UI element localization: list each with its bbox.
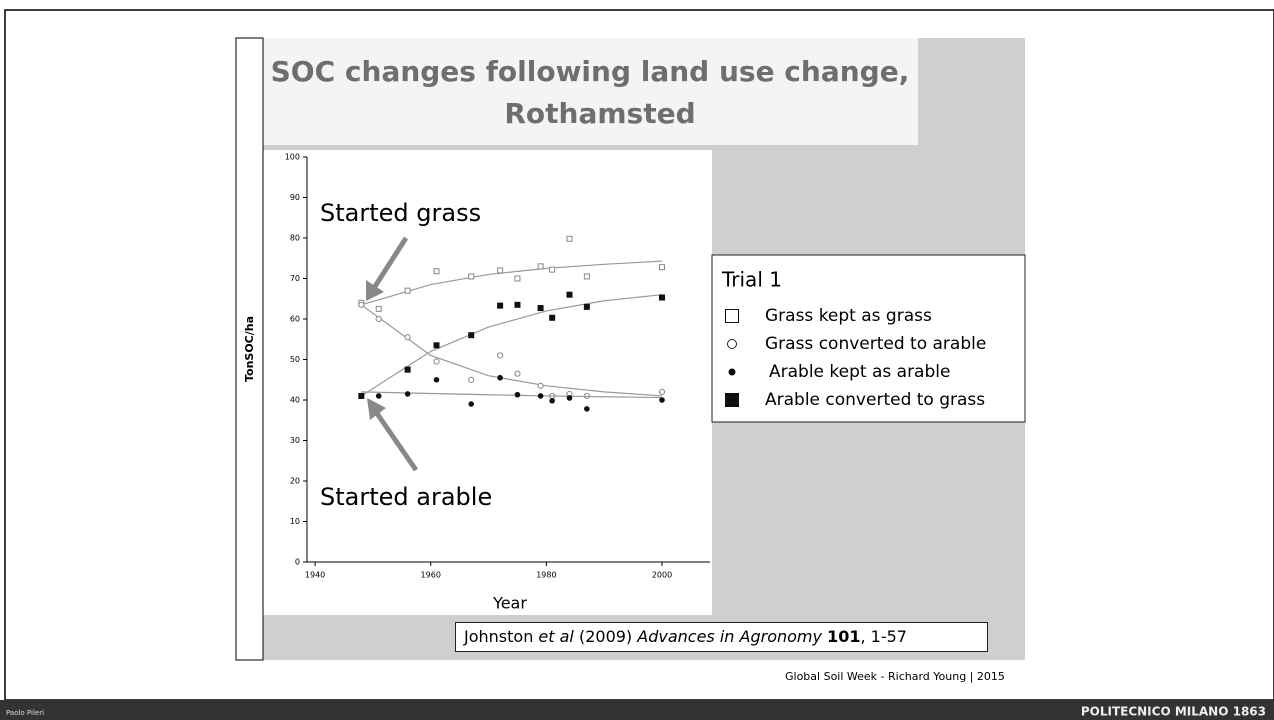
point (375, 315, 382, 323)
point (433, 376, 440, 383)
point (358, 392, 365, 399)
title-line: Rothamsted (504, 97, 695, 130)
point (659, 397, 665, 403)
point (658, 388, 666, 395)
cite-author: Johnston (464, 627, 534, 646)
annotation: Started arable (320, 483, 492, 511)
ylabel-box (235, 37, 264, 661)
y-tick-label: 30 (290, 436, 300, 445)
y-tick-label: 70 (290, 274, 300, 283)
point (549, 266, 556, 273)
y-tick-label: 20 (290, 477, 300, 486)
point (566, 235, 573, 242)
point (659, 294, 666, 301)
cite-etal: et al (538, 627, 574, 646)
legend-label: Grass converted to arable (765, 334, 986, 354)
point (537, 393, 544, 399)
point (537, 305, 544, 312)
point (433, 358, 440, 365)
point (468, 376, 475, 383)
point (497, 302, 504, 309)
y-tick-label: 40 (290, 396, 300, 405)
point (584, 406, 590, 412)
legend-title: Trial 1 (721, 268, 782, 292)
legend (711, 254, 1026, 423)
point (468, 273, 475, 280)
credit: Global Soil Week - Richard Young | 2015 (785, 670, 1005, 683)
x-tick-label: 1960 (421, 571, 441, 580)
point (404, 366, 411, 373)
point (433, 342, 440, 349)
point (514, 275, 521, 282)
legend-label: Arable kept as arable (769, 362, 950, 382)
y-tick-label: 60 (290, 315, 300, 324)
fit-line (360, 304, 663, 397)
point (404, 287, 411, 294)
fit-line (361, 294, 663, 397)
point (659, 264, 666, 271)
legend-symbol (727, 339, 737, 349)
y-tick-label: 10 (290, 517, 300, 526)
x-axis-label: Year (492, 594, 527, 613)
title-box (263, 38, 918, 145)
point (433, 268, 440, 275)
plot-panel (263, 150, 712, 615)
title-line: SOC changes following land use change, (271, 55, 910, 88)
footer-bar (0, 700, 1274, 720)
x-tick-label: 1940 (305, 571, 325, 580)
cite-volume: 101 (827, 627, 861, 646)
y-tick-label: 100 (285, 153, 300, 162)
y-tick-label: 90 (290, 193, 300, 202)
point (514, 370, 521, 377)
point (497, 352, 504, 359)
point (537, 263, 544, 270)
point (375, 305, 382, 312)
arrows (366, 236, 419, 472)
point (514, 301, 521, 308)
x-tick-label: 2000 (652, 571, 672, 580)
point (514, 391, 521, 398)
fit-line (361, 260, 663, 306)
legend-label: Grass kept as grass (765, 306, 932, 326)
point (468, 401, 475, 407)
point (497, 374, 503, 381)
citation: Johnston et al (2009) Advances in Agrono… (455, 622, 988, 652)
point (468, 332, 475, 339)
point (566, 291, 573, 298)
y-tick-label: 80 (290, 234, 300, 243)
point (375, 393, 382, 399)
legend-label: Arable converted to grass (765, 390, 985, 410)
legend-symbol (725, 309, 739, 323)
cite-pages: , 1-57 (860, 627, 907, 646)
point (549, 398, 555, 404)
presenter: Paolo Pileri (6, 709, 44, 717)
legend-symbol (725, 393, 739, 407)
y-axis-label: TonSOC/ha (243, 316, 256, 382)
annotation: Started grass (320, 199, 481, 227)
cite-journal: Advances in Agronomy (637, 627, 822, 646)
point (497, 267, 504, 274)
point (566, 395, 573, 401)
y-tick-label: 0 (295, 558, 300, 567)
point (404, 334, 411, 341)
point (583, 273, 590, 280)
legend-symbol (728, 368, 736, 376)
point (549, 314, 556, 321)
institution: POLITECNICO MILANO 1863 (1081, 705, 1266, 719)
point (583, 303, 590, 310)
point (537, 382, 544, 389)
point (404, 391, 411, 397)
point (358, 301, 365, 308)
cite-year: (2009) (578, 627, 633, 646)
x-tick-label: 1980 (536, 571, 556, 580)
y-tick-label: 50 (290, 355, 300, 364)
